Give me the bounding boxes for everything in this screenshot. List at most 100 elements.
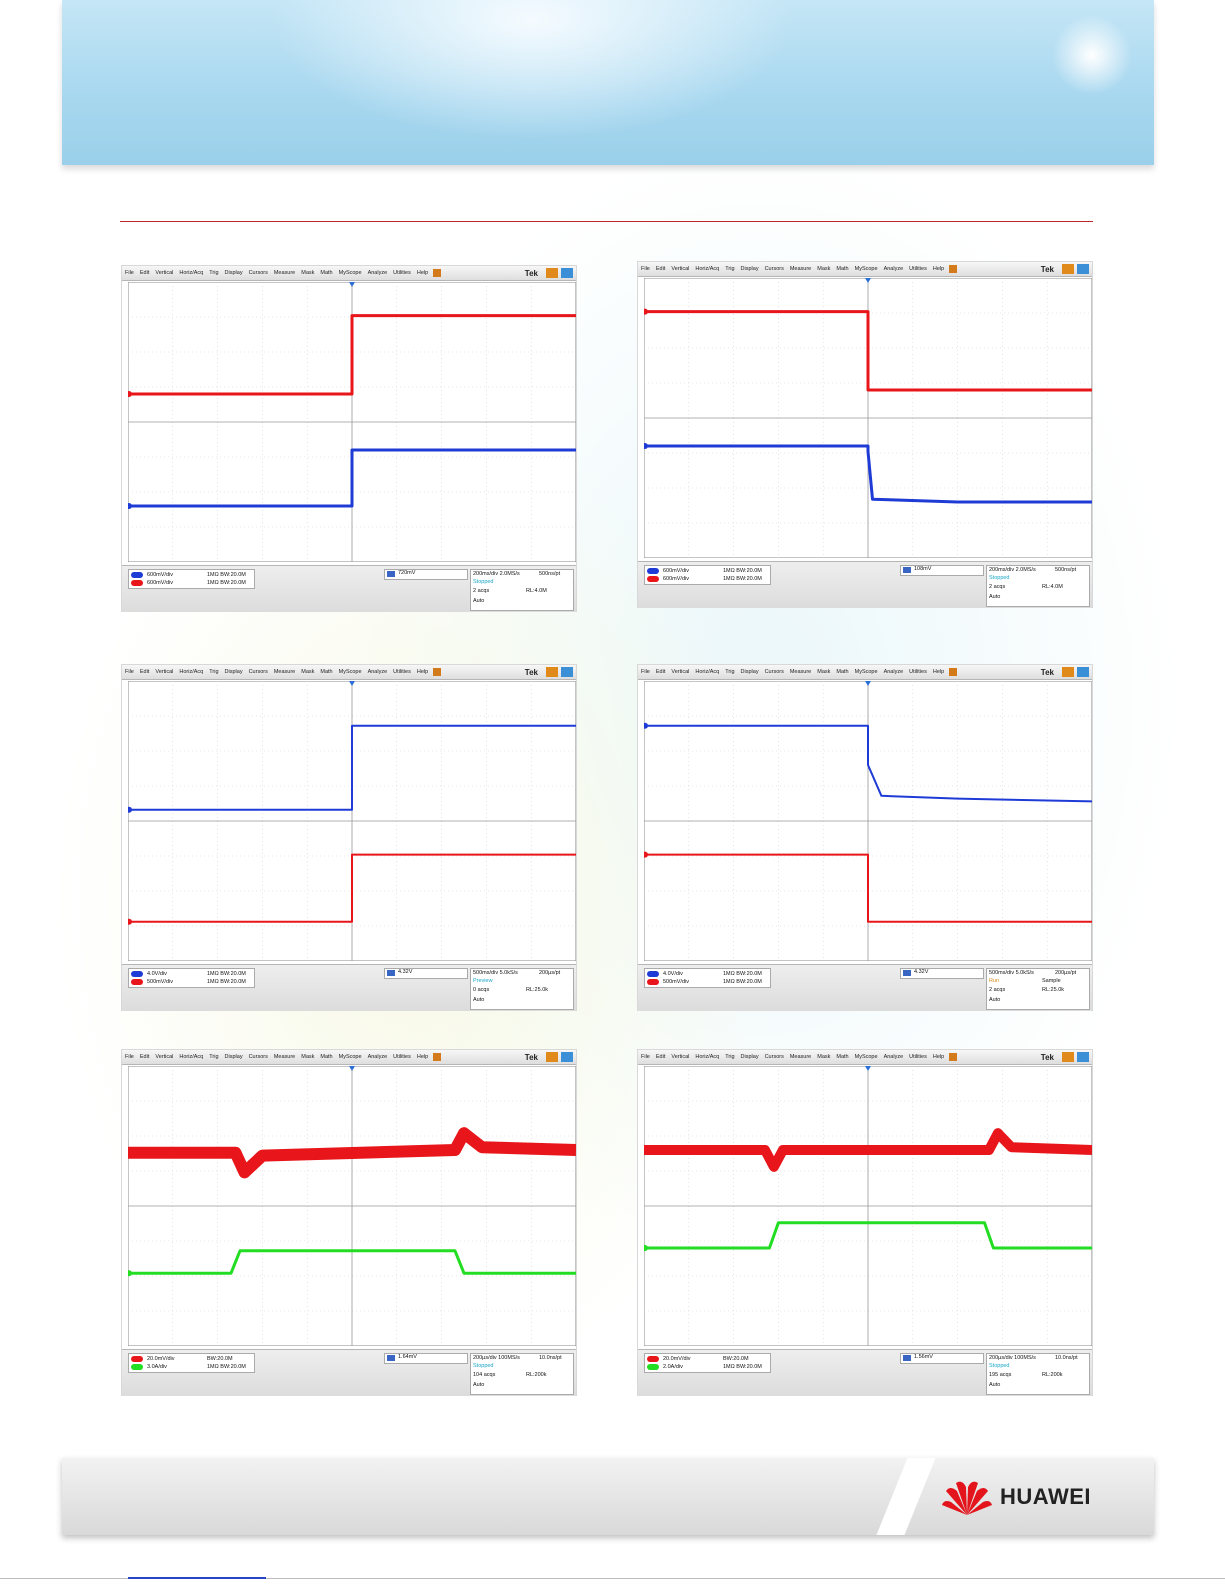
menu-item[interactable]: Help <box>416 270 429 276</box>
channel-marker-red[interactable] <box>644 851 648 858</box>
channel-marker-red[interactable] <box>644 308 648 315</box>
channel-settings[interactable]: 600mV/div 1MΩ BW:20.0M 600mV/div 1MΩ BW:20.… <box>644 565 771 585</box>
menu-item[interactable]: Vertical <box>155 669 174 675</box>
acquisition-readout[interactable]: 500ms/div 5.0kS/s 200µs/pt Run Sample 2 acqs… <box>986 968 1090 1010</box>
menu-item[interactable]: Help <box>932 1054 945 1060</box>
close-icon[interactable] <box>1077 667 1089 677</box>
menu-item[interactable]: Trig <box>725 1054 735 1060</box>
menu-item[interactable]: Trig <box>209 669 219 675</box>
channel-row[interactable]: 3.0A/div 1MΩ BW:20.0M <box>131 1363 246 1371</box>
menu-item[interactable]: Measure <box>273 669 296 675</box>
menu-item[interactable]: Edit <box>139 270 150 276</box>
menu-item[interactable]: Trig <box>725 669 735 675</box>
menu-item[interactable]: Mask <box>301 1054 315 1060</box>
menu-item[interactable]: Horiz/Acq <box>179 1054 204 1060</box>
menu-item[interactable]: Math <box>320 669 333 675</box>
menu-item[interactable]: Math <box>320 1054 333 1060</box>
menu-item[interactable]: Horiz/Acq <box>179 669 204 675</box>
menu-item[interactable]: Edit <box>655 1054 666 1060</box>
dropdown-icon[interactable] <box>433 269 442 277</box>
menu-item[interactable]: Math <box>836 266 849 272</box>
menu-item[interactable]: Math <box>320 270 333 276</box>
menu-item[interactable]: Cursors <box>764 266 784 272</box>
menu-item[interactable]: Vertical <box>671 266 690 272</box>
dropdown-icon[interactable] <box>433 1053 442 1061</box>
channel-marker-blue[interactable] <box>644 722 648 729</box>
channel-row[interactable]: 600mV/div 1MΩ BW:20.0M <box>131 579 246 587</box>
menu-item[interactable]: Cursors <box>248 669 268 675</box>
menu-item[interactable]: Horiz/Acq <box>695 266 720 272</box>
channel-row[interactable]: 2.0A/div 1MΩ BW:20.0M <box>647 1363 762 1371</box>
menu-item[interactable]: Mask <box>817 1054 831 1060</box>
menu-item[interactable]: Help <box>932 669 945 675</box>
menu-item[interactable]: Display <box>224 270 243 276</box>
acquisition-readout[interactable]: 200µs/div 100MS/s 10.0ns/pt Stopped 104 acq… <box>470 1353 574 1395</box>
dropdown-icon[interactable] <box>433 668 442 676</box>
menu-item[interactable]: Trig <box>209 270 219 276</box>
menu-item[interactable]: Vertical <box>155 1054 174 1060</box>
menu-item[interactable]: Horiz/Acq <box>695 669 720 675</box>
menu-item[interactable]: Display <box>740 1054 759 1060</box>
menu-item[interactable]: File <box>641 669 650 675</box>
menu-item[interactable]: Vertical <box>155 270 174 276</box>
trigger-readout[interactable]: 720mV <box>384 569 468 580</box>
menu-item[interactable]: Horiz/Acq <box>695 1054 720 1060</box>
menu-item[interactable]: File <box>125 669 134 675</box>
close-icon[interactable] <box>1077 1052 1089 1062</box>
channel-marker-blue[interactable] <box>644 443 648 449</box>
channel-marker-green[interactable] <box>644 1245 648 1251</box>
menu-item[interactable]: Cursors <box>248 1054 268 1060</box>
menu-item[interactable]: MyScope <box>338 1054 362 1060</box>
channel-row[interactable]: 4.0V/div 1MΩ BW:20.0M <box>131 970 246 978</box>
menu-item[interactable]: Utilities <box>909 669 927 675</box>
menu-item[interactable]: Trig <box>725 266 735 272</box>
trigger-readout[interactable]: 108mV <box>900 565 984 576</box>
menu-item[interactable]: Trig <box>209 1054 219 1060</box>
trigger-readout[interactable]: 4.32V <box>384 968 468 979</box>
menu-item[interactable]: Utilities <box>909 266 927 272</box>
menu-item[interactable]: Display <box>224 1054 243 1060</box>
menu-item[interactable]: Analyze <box>883 1054 904 1060</box>
menu-item[interactable]: Cursors <box>248 270 268 276</box>
minimize-icon[interactable] <box>546 268 558 278</box>
menu-item[interactable]: Vertical <box>671 669 690 675</box>
menu-item[interactable]: Help <box>416 669 429 675</box>
menu-item[interactable]: Analyze <box>883 266 904 272</box>
channel-settings[interactable]: 4.0V/div 1MΩ BW:20.0M 500mV/div 1MΩ BW:20.0… <box>644 968 771 988</box>
channel-row[interactable]: 600mV/div 1MΩ BW:20.0M <box>647 575 762 583</box>
menu-item[interactable]: Utilities <box>393 1054 411 1060</box>
channel-marker-red[interactable] <box>128 918 132 925</box>
menu-item[interactable]: Analyze <box>367 1054 388 1060</box>
channel-row[interactable]: 20.0mV/div BW:20.0M <box>647 1355 749 1363</box>
minimize-icon[interactable] <box>1062 667 1074 677</box>
menu-item[interactable]: Analyze <box>367 270 388 276</box>
channel-row[interactable]: 500mV/div 1MΩ BW:20.0M <box>131 978 246 986</box>
channel-marker-blue[interactable] <box>128 806 132 813</box>
channel-row[interactable]: 4.0V/div 1MΩ BW:20.0M <box>647 970 762 978</box>
minimize-icon[interactable] <box>546 1052 558 1062</box>
menu-item[interactable]: MyScope <box>854 1054 878 1060</box>
dropdown-icon[interactable] <box>949 1053 958 1061</box>
minimize-icon[interactable] <box>1062 264 1074 274</box>
menu-item[interactable]: Edit <box>655 669 666 675</box>
menu-item[interactable]: Measure <box>789 266 812 272</box>
menu-item[interactable]: Utilities <box>393 669 411 675</box>
channel-settings[interactable]: 600mV/div 1MΩ BW:20.0M 600mV/div 1MΩ BW:20.… <box>128 569 255 589</box>
acquisition-readout[interactable]: 500ms/div 5.0kS/s 200µs/pt Preview 0 acqs RL… <box>470 968 574 1010</box>
acquisition-readout[interactable]: 200ms/div 2.0MS/s 500ns/pt Stopped 2 acqs RL… <box>470 569 574 611</box>
menu-item[interactable]: Display <box>740 669 759 675</box>
menu-item[interactable]: MyScope <box>338 270 362 276</box>
menu-item[interactable]: Utilities <box>393 270 411 276</box>
channel-marker-red[interactable] <box>128 1149 132 1156</box>
menu-item[interactable]: Math <box>836 669 849 675</box>
menu-item[interactable]: Mask <box>301 669 315 675</box>
menu-item[interactable]: Vertical <box>671 1054 690 1060</box>
menu-item[interactable]: MyScope <box>854 669 878 675</box>
menu-item[interactable]: Edit <box>655 266 666 272</box>
minimize-icon[interactable] <box>1062 1052 1074 1062</box>
channel-row[interactable]: 500mV/div 1MΩ BW:20.0M <box>647 978 762 986</box>
channel-marker-red[interactable] <box>644 1147 648 1153</box>
menu-item[interactable]: Mask <box>817 266 831 272</box>
close-icon[interactable] <box>561 1052 573 1062</box>
channel-marker-green[interactable] <box>128 1270 132 1277</box>
